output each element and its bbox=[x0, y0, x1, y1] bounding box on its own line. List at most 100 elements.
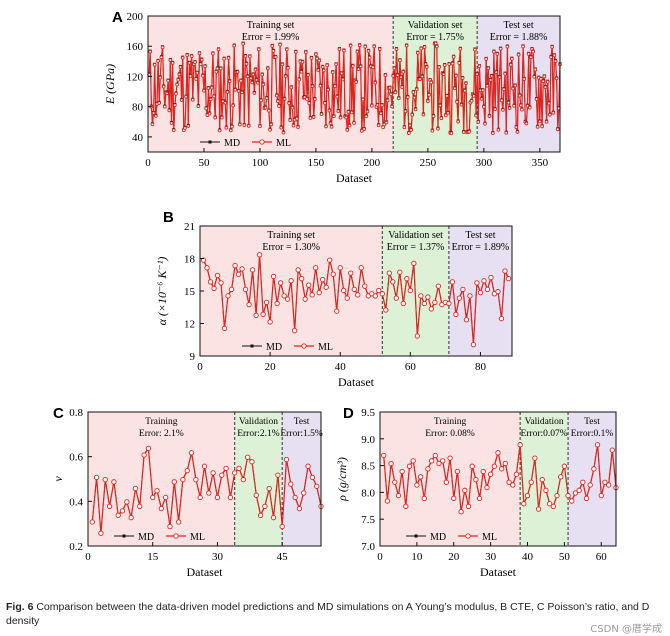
ml-point bbox=[521, 501, 527, 507]
ml-point bbox=[546, 501, 553, 507]
legend-ml-label: ML bbox=[318, 342, 333, 353]
ml-point bbox=[235, 70, 240, 74]
ml-point bbox=[384, 498, 391, 504]
x-tick-label: 15 bbox=[147, 551, 159, 563]
ml-point bbox=[223, 100, 228, 105]
ml-point bbox=[449, 279, 456, 285]
ml-point bbox=[171, 479, 177, 485]
ml-point bbox=[228, 128, 233, 133]
ml-point bbox=[533, 67, 538, 72]
ml-point bbox=[386, 270, 392, 276]
ml-point bbox=[340, 77, 345, 82]
x-tick-label: 50 bbox=[559, 551, 571, 563]
ml-point bbox=[233, 87, 238, 92]
ml-point bbox=[267, 319, 273, 325]
ml-point bbox=[204, 265, 210, 271]
ml-point bbox=[327, 257, 333, 263]
x-tick-label: 0 bbox=[377, 551, 383, 563]
ml-point bbox=[306, 73, 310, 77]
ml-point bbox=[282, 97, 287, 101]
x-tick-label: 30 bbox=[212, 551, 224, 563]
ml-point bbox=[421, 300, 428, 307]
y-tick-label: 8.0 bbox=[361, 487, 375, 499]
region-error: Error:0.1% bbox=[571, 429, 614, 439]
y-tick-label: 18 bbox=[184, 254, 196, 266]
ml-point bbox=[531, 49, 535, 54]
ml-point bbox=[253, 492, 259, 498]
region-name: Validation set bbox=[388, 230, 443, 241]
ml-point bbox=[389, 92, 393, 97]
region-name: Training set bbox=[247, 20, 295, 31]
ml-point bbox=[314, 483, 320, 489]
x-tick-label: 0 bbox=[145, 157, 151, 169]
ml-point bbox=[477, 64, 482, 69]
ml-point bbox=[404, 275, 410, 282]
ml-point bbox=[443, 479, 450, 485]
ml-point bbox=[483, 121, 487, 126]
ml-point bbox=[197, 51, 202, 56]
ml-point bbox=[344, 295, 350, 301]
ml-point bbox=[262, 503, 268, 510]
ml-point bbox=[321, 68, 326, 73]
ml-point bbox=[256, 252, 263, 258]
ml-point bbox=[502, 460, 509, 467]
ml-point bbox=[540, 124, 544, 129]
ml-point bbox=[392, 479, 398, 485]
ml-point bbox=[106, 503, 113, 510]
ml-point bbox=[415, 51, 420, 55]
ml-point bbox=[458, 509, 464, 515]
ml-point bbox=[456, 295, 463, 301]
ml-point bbox=[452, 86, 457, 91]
ml-point bbox=[215, 66, 220, 71]
ml-point bbox=[420, 74, 425, 79]
x-tick-label: 60 bbox=[596, 551, 608, 563]
ml-point bbox=[476, 120, 481, 124]
region-name: Validation bbox=[525, 417, 564, 427]
ml-point bbox=[405, 95, 410, 99]
ml-point bbox=[323, 101, 327, 105]
ml-point bbox=[279, 523, 285, 530]
chart-panel-d: Training Error: 0.08% Validation Error:0.07… bbox=[335, 405, 619, 579]
ml-point bbox=[201, 73, 205, 78]
y-tick-label: 0.6 bbox=[69, 452, 83, 464]
ml-point bbox=[317, 58, 322, 63]
plot-frame bbox=[379, 411, 617, 547]
ml-point bbox=[475, 72, 480, 76]
ml-point bbox=[157, 101, 162, 105]
ml-point bbox=[451, 495, 457, 502]
ml-point bbox=[403, 109, 408, 114]
x-tick-label: 20 bbox=[448, 551, 460, 563]
ml-point bbox=[460, 76, 465, 80]
ml-point bbox=[305, 463, 311, 469]
panel-label: A bbox=[112, 9, 123, 26]
region-error: Error = 1.75% bbox=[406, 32, 464, 43]
ml-point bbox=[379, 291, 385, 297]
ml-point bbox=[206, 490, 212, 496]
ml-point bbox=[473, 476, 479, 483]
ml-point bbox=[554, 76, 559, 81]
ml-point bbox=[177, 72, 182, 77]
ml-point bbox=[161, 84, 166, 89]
ml-point bbox=[421, 112, 426, 117]
ml-point bbox=[232, 262, 238, 269]
ml-point bbox=[418, 293, 424, 299]
ml-point bbox=[425, 466, 431, 472]
ml-point bbox=[441, 72, 446, 77]
figure-caption: Fig. 6 Comparison between the data-drive… bbox=[6, 600, 661, 628]
ml-point bbox=[326, 87, 331, 92]
ml-point bbox=[255, 80, 260, 85]
ml-point bbox=[485, 83, 490, 88]
ml-point bbox=[295, 116, 299, 121]
ml-point bbox=[354, 80, 359, 84]
ml-point bbox=[327, 108, 332, 113]
ml-point bbox=[299, 69, 304, 74]
ml-point bbox=[395, 73, 400, 78]
y-axis-label: E (GPa) bbox=[103, 64, 117, 105]
panel-label: B bbox=[163, 209, 174, 226]
ml-point bbox=[148, 49, 153, 54]
ml-point bbox=[207, 279, 214, 285]
ml-point bbox=[334, 62, 338, 67]
ml-point bbox=[259, 98, 263, 103]
ml-point bbox=[93, 474, 100, 481]
ml-point bbox=[251, 72, 256, 77]
